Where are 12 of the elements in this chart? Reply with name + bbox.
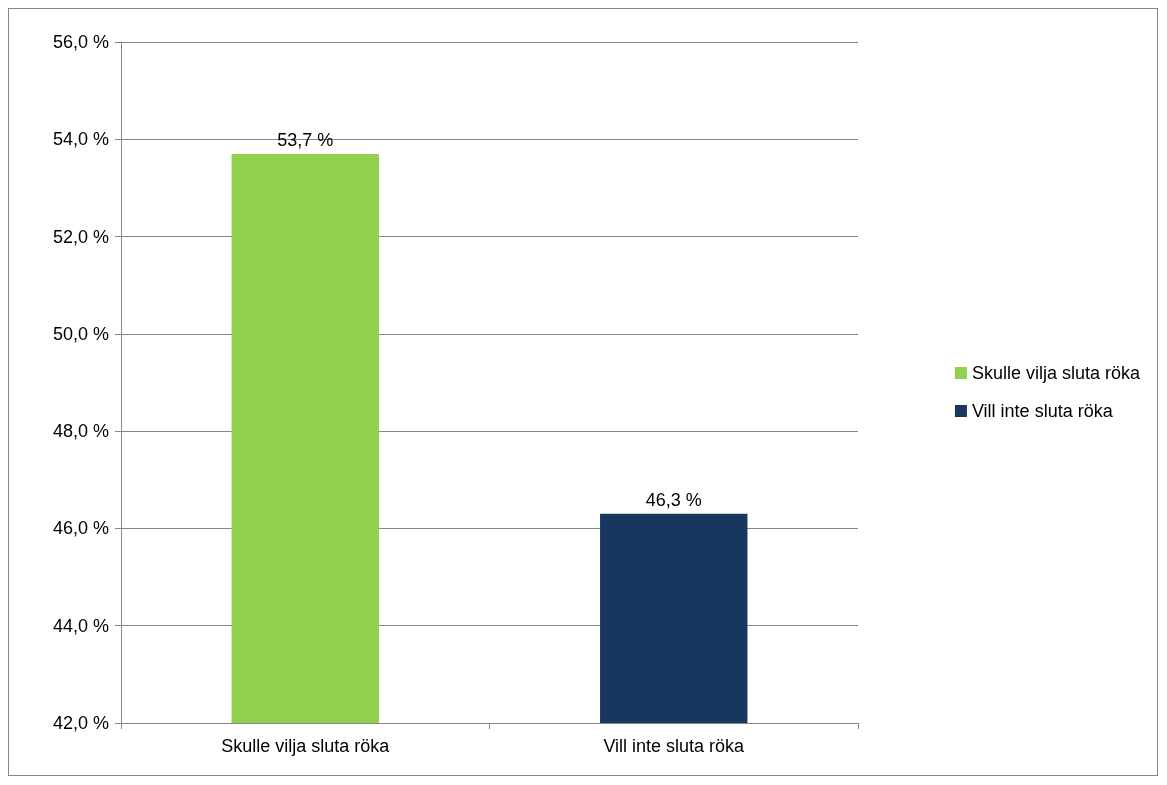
y-tick-label: 52,0 % [52, 226, 109, 247]
y-tick-label: 48,0 % [52, 421, 109, 442]
data-label: 46,3 % [645, 489, 702, 510]
legend-label: Skulle vilja sluta röka [971, 363, 1141, 383]
data-label: 53,7 % [277, 129, 334, 150]
y-tick-label: 46,0 % [52, 518, 109, 539]
y-tick-label: 54,0 % [52, 129, 109, 150]
legend-label: Vill inte sluta röka [971, 401, 1114, 421]
y-tick-label: 50,0 % [52, 323, 109, 344]
y-tick-label: 44,0 % [52, 615, 109, 636]
y-tick-label: 42,0 % [52, 713, 109, 733]
y-tick-label: 56,0 % [52, 32, 109, 52]
